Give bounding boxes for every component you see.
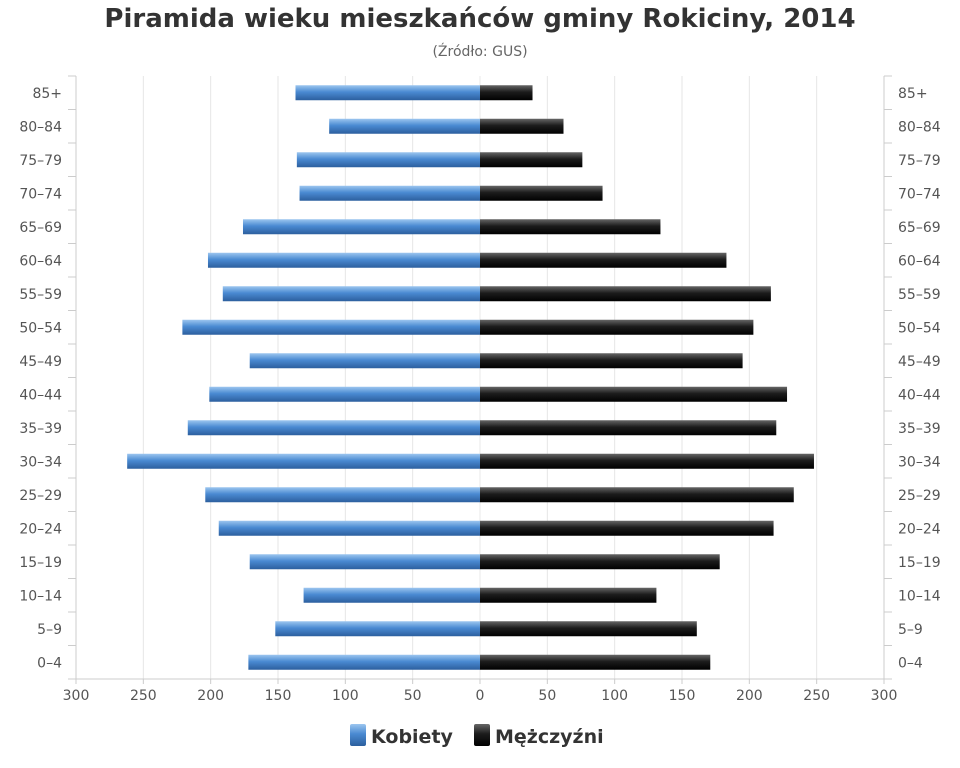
category-label-left: 50–54 (19, 320, 62, 336)
bar-kobiety (127, 453, 480, 469)
category-label-right: 85+ (898, 86, 928, 102)
chart-title: Piramida wieku mieszkańców gminy Rokicin… (104, 4, 856, 34)
bar-mezczyzni (480, 219, 661, 235)
category-label-right: 30–34 (898, 454, 941, 470)
bar-mezczyzni (480, 621, 697, 637)
category-label-left: 55–59 (19, 287, 62, 303)
category-label-right: 75–79 (898, 153, 941, 169)
bar-kobiety (222, 286, 480, 302)
x-tick-label: 300 (63, 688, 90, 704)
x-tick-label: 150 (265, 688, 292, 704)
bar-kobiety (249, 554, 480, 570)
bar-kobiety (207, 252, 480, 268)
category-label-right: 65–69 (898, 220, 941, 236)
bar-mezczyzni (480, 554, 720, 570)
x-tick-label: 150 (669, 688, 696, 704)
category-label-right: 55–59 (898, 287, 941, 303)
category-label-right: 20–24 (898, 521, 941, 537)
category-label-right: 45–49 (898, 354, 941, 370)
bar-kobiety (249, 353, 480, 369)
bar-kobiety (209, 386, 480, 402)
category-label-left: 40–44 (19, 387, 62, 403)
chart-subtitle: (Źródło: GUS) (432, 44, 528, 60)
bar-kobiety (296, 152, 480, 168)
bar-mezczyzni (480, 85, 533, 101)
x-tick-label: 250 (130, 688, 157, 704)
bar-mezczyzni (480, 185, 603, 201)
category-label-left: 15–19 (19, 555, 62, 571)
bar-mezczyzni (480, 654, 711, 670)
bar-kobiety (295, 85, 480, 101)
bar-mezczyzni (480, 520, 774, 536)
category-label-left: 35–39 (19, 421, 62, 437)
bar-mezczyzni (480, 353, 743, 369)
bar-kobiety (299, 185, 480, 201)
category-label-right: 40–44 (898, 387, 941, 403)
legend-swatch-mezczyzni (474, 724, 490, 746)
bar-mezczyzni (480, 252, 727, 268)
category-label-left: 10–14 (19, 588, 62, 604)
bar-mezczyzni (480, 453, 814, 469)
bar-kobiety (303, 587, 480, 603)
category-label-right: 15–19 (898, 555, 941, 571)
category-label-left: 70–74 (19, 186, 62, 202)
category-label-right: 10–14 (898, 588, 941, 604)
category-label-right: 25–29 (898, 488, 941, 504)
category-label-right: 60–64 (898, 253, 941, 269)
bar-mezczyzni (480, 118, 564, 134)
legend-label-mezczyzni: Mężczyźni (495, 726, 604, 748)
bar-kobiety (242, 219, 480, 235)
x-tick-label: 100 (601, 688, 628, 704)
bars (127, 85, 814, 670)
category-label-left: 60–64 (19, 253, 62, 269)
bar-kobiety (248, 654, 480, 670)
category-label-left: 5–9 (37, 622, 62, 638)
category-label-left: 75–79 (19, 153, 62, 169)
category-label-right: 35–39 (898, 421, 941, 437)
bar-mezczyzni (480, 587, 657, 603)
category-label-right: 80–84 (898, 119, 941, 135)
x-tick-label: 100 (332, 688, 359, 704)
bar-mezczyzni (480, 152, 583, 168)
category-label-left: 20–24 (19, 521, 62, 537)
x-tick-label: 0 (476, 688, 485, 704)
legend-label-kobiety: Kobiety (371, 726, 454, 748)
axes: 85+ 85+ 80–84 80–84 75–79 75–79 70–74 70–74 65–6… (19, 75, 941, 704)
category-label-left: 45–49 (19, 354, 62, 370)
bar-kobiety (187, 420, 481, 436)
category-label-right: 70–74 (898, 186, 941, 202)
category-label-left: 25–29 (19, 488, 62, 504)
bar-kobiety (218, 520, 480, 536)
category-label-right: 50–54 (898, 320, 941, 336)
bar-mezczyzni (480, 420, 777, 436)
bar-kobiety (275, 621, 480, 637)
category-label-left: 80–84 (19, 119, 62, 135)
category-label-left: 65–69 (19, 220, 62, 236)
category-label-left: 85+ (32, 86, 62, 102)
category-label-left: 30–34 (19, 454, 62, 470)
bar-kobiety (182, 319, 481, 335)
category-label-left: 0–4 (37, 655, 62, 671)
bar-mezczyzni (480, 319, 754, 335)
bar-kobiety (205, 487, 480, 503)
bar-mezczyzni (480, 286, 771, 302)
legend-swatch-kobiety (350, 724, 366, 746)
x-tick-label: 200 (197, 688, 224, 704)
bar-mezczyzni (480, 386, 788, 402)
bar-kobiety (329, 118, 480, 134)
x-tick-label: 200 (736, 688, 763, 704)
x-tick-label: 300 (871, 688, 898, 704)
x-tick-label: 250 (803, 688, 830, 704)
x-tick-label: 50 (404, 688, 422, 704)
legend: Kobiety Mężczyźni (350, 724, 604, 748)
category-label-right: 5–9 (898, 622, 923, 638)
category-label-right: 0–4 (898, 655, 923, 671)
x-tick-label: 50 (538, 688, 556, 704)
bar-mezczyzni (480, 487, 794, 503)
